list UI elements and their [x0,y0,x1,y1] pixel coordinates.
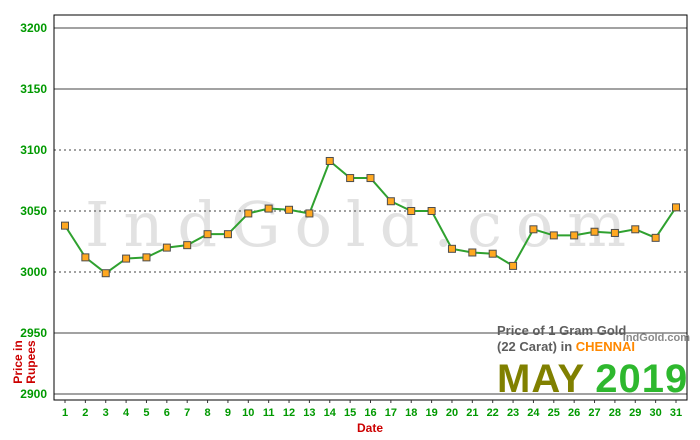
svg-text:24: 24 [527,407,540,419]
svg-text:18: 18 [405,407,417,419]
x-axis-title: Date [357,421,383,435]
svg-text:3150: 3150 [20,82,47,96]
svg-text:25: 25 [548,407,560,419]
svg-text:30: 30 [650,407,662,419]
svg-text:23: 23 [507,407,519,419]
svg-text:9: 9 [225,407,231,419]
svg-text:15: 15 [344,407,356,419]
svg-text:2950: 2950 [20,326,47,340]
y-axis-title: Price in Rupees [11,340,38,384]
svg-text:7: 7 [184,407,190,419]
svg-text:11: 11 [263,407,275,419]
svg-text:3200: 3200 [20,21,47,35]
caption-line1: Price of 1 Gram Gold [497,323,627,338]
svg-text:16: 16 [364,407,376,419]
svg-text:20: 20 [446,407,458,419]
caption-city: CHENNAI [575,339,635,354]
svg-text:10: 10 [242,407,254,419]
gridlines [54,27,687,395]
svg-text:21: 21 [466,407,478,419]
svg-text:4: 4 [123,407,130,419]
svg-text:31: 31 [670,407,682,419]
svg-text:28: 28 [609,407,621,419]
svg-text:12: 12 [283,407,295,419]
svg-text:6: 6 [164,407,170,419]
svg-text:19: 19 [425,407,437,419]
caption-year: 2019 [595,357,689,401]
caption-carat-prefix: (22 Carat) in [497,339,573,354]
svg-text:14: 14 [324,407,337,419]
svg-text:26: 26 [568,407,580,419]
svg-text:2: 2 [82,407,88,419]
svg-text:29: 29 [629,407,641,419]
svg-text:3050: 3050 [20,204,47,218]
svg-text:22: 22 [487,407,499,419]
svg-text:17: 17 [385,407,397,419]
caption-block: Price of 1 Gram Gold (22 Carat) in CHENN… [497,323,688,399]
svg-text:8: 8 [205,407,211,419]
caption-month-year: MAY 2019 [497,359,688,399]
svg-text:Rupees: Rupees [24,340,38,384]
watermark: IndGold.com [84,188,641,261]
svg-text:5: 5 [143,407,149,419]
svg-text:1: 1 [62,407,68,419]
x-axis-tick-labels: 1 2 3 4 5 6 7 8 9 10 11 12 13 14 15 16 17 18 19 20 21 22 23 24 2… [62,400,682,419]
svg-text:27: 27 [588,407,600,419]
data-point-markers [61,156,680,278]
svg-text:3100: 3100 [20,143,47,157]
svg-text:Price in: Price in [11,340,25,383]
svg-text:3: 3 [103,407,109,419]
caption-line2: (22 Carat) in CHENNAI [497,339,688,355]
caption-month: MAY [497,357,586,401]
svg-text:13: 13 [303,407,315,419]
y-axis-tick-labels: 2900 2950 3000 3050 3100 3150 3200 [20,21,47,401]
svg-text:2900: 2900 [20,387,47,401]
brand-link[interactable]: IndGold.com [622,332,690,344]
svg-text:3000: 3000 [20,265,47,279]
